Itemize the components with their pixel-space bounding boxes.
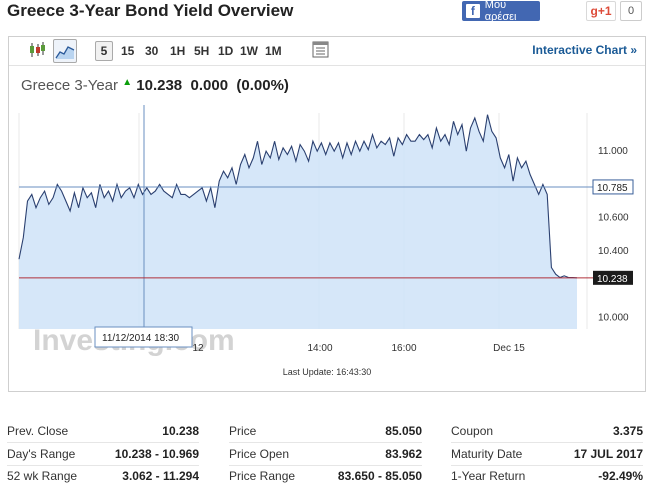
stat-label: Coupon xyxy=(451,424,494,438)
chart-toolbar: 5 15 30 1H 5H 1D 1W 1M Interactive Chart… xyxy=(9,37,645,66)
instrument-name: Greece 3-Year xyxy=(21,77,119,94)
x-tick-label: Dec 15 xyxy=(493,343,525,354)
y-tick-label: 10.400 xyxy=(598,246,629,257)
current-price-label: 10.238 xyxy=(593,270,633,285)
google-plus-count: 0 xyxy=(620,1,642,21)
stat-value: 85.050 xyxy=(385,424,422,438)
stat-1yr-return: 1-Year Return -92.49% xyxy=(451,465,643,487)
page-title: Greece 3-Year Bond Yield Overview xyxy=(7,1,294,20)
interval-1d[interactable]: 1D xyxy=(218,44,234,58)
stat-value: -92.49% xyxy=(598,469,643,483)
stat-value: 3.375 xyxy=(612,424,643,438)
interval-15[interactable]: 15 xyxy=(121,44,135,58)
area-chart-icon[interactable] xyxy=(53,39,77,63)
settings-panel-icon[interactable] xyxy=(311,41,331,59)
y-tick-label: 10.000 xyxy=(598,312,629,323)
stat-value: 10.238 xyxy=(162,424,199,438)
stat-label: 52 wk Range xyxy=(7,469,78,483)
price-change-pct: (0.00%) xyxy=(236,77,289,94)
stat-label: Price xyxy=(229,424,257,438)
facebook-like-button[interactable]: f Μου αρέσει xyxy=(462,0,540,23)
google-plus-button[interactable]: g+1 xyxy=(586,1,616,21)
interactive-chart-link[interactable]: Interactive Chart » xyxy=(532,43,637,57)
stat-coupon: Coupon 3.375 xyxy=(451,420,643,443)
stat-label: Price Range xyxy=(229,469,296,483)
x-tick-label: 14:00 xyxy=(307,343,332,354)
stat-price: Price 85.050 xyxy=(229,420,422,443)
price-area xyxy=(19,114,577,329)
chart-panel: 5 15 30 1H 5H 1D 1W 1M Interactive Chart… xyxy=(8,36,646,392)
last-update: Last Update: 16:43:30 xyxy=(282,367,372,377)
interval-1m[interactable]: 1M xyxy=(265,44,282,58)
candlestick-icon[interactable] xyxy=(27,41,47,59)
interval-30[interactable]: 30 xyxy=(145,44,159,58)
price-line xyxy=(18,114,578,279)
stat-days-range: Day's Range 10.238 - 10.969 xyxy=(7,443,199,466)
stat-value: 17 JUL 2017 xyxy=(573,447,643,461)
stat-price-range: Price Range 83.650 - 85.050 xyxy=(229,465,422,487)
stat-value: 83.962 xyxy=(385,447,422,461)
interval-5h[interactable]: 5H xyxy=(194,44,210,58)
crosshair-price-label: 10.785 xyxy=(592,179,634,195)
stat-label: Prev. Close xyxy=(7,424,69,438)
stat-label: Maturity Date xyxy=(451,447,523,461)
stat-value: 83.650 - 85.050 xyxy=(337,469,422,483)
stat-label: 1-Year Return xyxy=(451,469,526,483)
facebook-icon: f xyxy=(466,4,480,18)
stat-price-open: Price Open 83.962 xyxy=(229,443,422,466)
svg-text:10.238: 10.238 xyxy=(597,274,628,285)
x-tick-label: 12 xyxy=(192,343,204,354)
stat-value: 3.062 - 11.294 xyxy=(122,469,199,483)
y-tick-label: 10.600 xyxy=(598,213,629,224)
price-change: 0.000 xyxy=(190,77,229,94)
stat-prev-close: Prev. Close 10.238 xyxy=(7,420,199,443)
stat-value: 10.238 - 10.969 xyxy=(114,447,199,461)
y-tick-label: 11.000 xyxy=(598,146,628,157)
crosshair-date-tooltip: 11/12/2014 18:30 xyxy=(94,326,193,348)
interval-1h[interactable]: 1H xyxy=(170,44,186,58)
stat-label: Day's Range xyxy=(7,447,76,461)
interval-5[interactable]: 5 xyxy=(95,41,113,61)
quote-line: Greece 3-Year ▲ 10.238 0.000 (0.00%) xyxy=(21,77,289,94)
interval-1w[interactable]: 1W xyxy=(240,44,258,58)
stat-52wk-range: 52 wk Range 3.062 - 11.294 xyxy=(7,465,199,487)
facebook-like-label: Μου αρέσει xyxy=(484,0,517,23)
x-tick-label: 16:00 xyxy=(391,343,416,354)
last-price: 10.238 xyxy=(136,77,183,94)
up-arrow-icon: ▲ xyxy=(122,77,133,88)
svg-text:11/12/2014 18:30: 11/12/2014 18:30 xyxy=(102,333,180,344)
stat-label: Price Open xyxy=(229,447,290,461)
svg-text:10.785: 10.785 xyxy=(597,183,628,194)
stat-maturity-date: Maturity Date 17 JUL 2017 xyxy=(451,443,643,466)
